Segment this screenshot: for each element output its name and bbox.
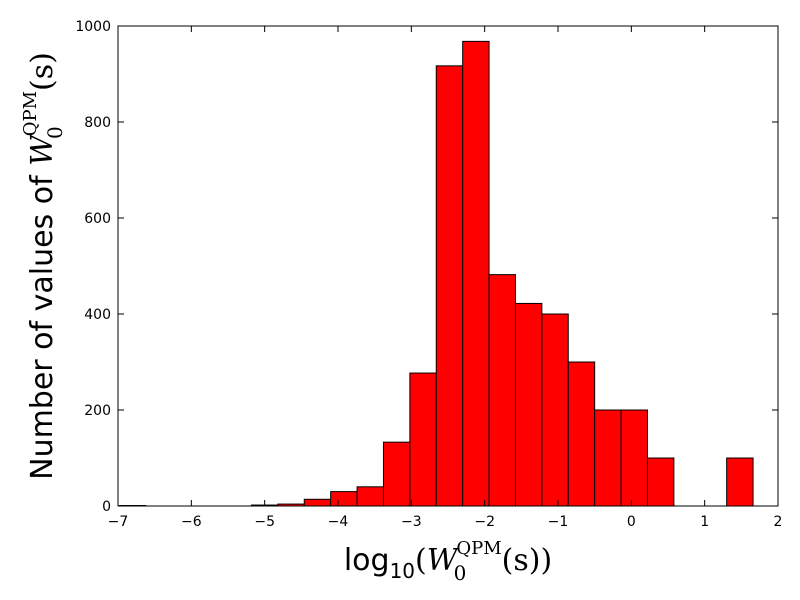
histogram-bar (488, 274, 516, 507)
histogram-bar (646, 457, 675, 507)
y-axis-title-variable-sup: QPM (20, 91, 41, 136)
y-tick-label: 1000 (75, 19, 111, 35)
y-tick-label: 400 (84, 307, 111, 323)
y-tick-label: 200 (84, 403, 111, 419)
histogram-bar (514, 302, 543, 507)
histogram-bar (435, 65, 464, 507)
x-tick-label: 0 (627, 514, 636, 530)
y-axis-title-variable: W (25, 133, 60, 166)
x-axis-title-variable: W (427, 543, 460, 578)
x-tick-label: −5 (254, 514, 275, 530)
x-tick-label: 1 (700, 514, 709, 530)
x-tick-label: −7 (108, 514, 129, 530)
histogram-bar (356, 486, 384, 507)
x-axis-title-variable-sup: QPM (456, 538, 501, 559)
x-tick-label: −4 (328, 514, 349, 530)
y-axis-title-text: Number of values of (25, 166, 60, 480)
histogram-bar (382, 441, 411, 507)
histogram-bar (726, 457, 754, 507)
histogram-bar (409, 372, 437, 507)
histogram-bar (541, 313, 569, 507)
histogram-bar (594, 409, 622, 507)
x-axis-title-open-paren: ( (415, 543, 427, 578)
histogram-bars (118, 40, 754, 507)
x-tick-label: 2 (774, 514, 783, 530)
y-axis-title-argument: (s) (25, 52, 60, 91)
y-tick-label: 0 (102, 499, 111, 515)
x-axis-title-base-sub: 10 (390, 559, 415, 583)
x-axis-title-prefix: log (344, 543, 390, 578)
x-tick-label: −2 (474, 514, 495, 530)
histogram-bar (303, 498, 332, 507)
axis-ticks: −7 −6 −5 −4 −3 −2 −1 0 1 2 0 200 400 600 800 1000 (75, 19, 782, 530)
x-tick-label: −3 (401, 514, 422, 530)
histogram-bar (330, 491, 358, 507)
x-axis-title-variable-sub: 0 (454, 561, 467, 585)
y-axis-title-variable-sub: 0 (43, 126, 67, 139)
histogram-bar (620, 409, 648, 507)
histogram-bar (462, 40, 490, 507)
y-tick-label: 800 (84, 115, 111, 131)
y-axis-title: Number of values of W0QPM(s) (20, 52, 67, 480)
y-tick-label: 600 (84, 211, 111, 227)
histogram-bar (567, 361, 596, 507)
x-axis-title: log10(W0QPM(s)) (344, 538, 552, 585)
x-axis-title-argument: (s)) (502, 543, 553, 578)
plot-frame (117, 25, 779, 507)
x-tick-label: −6 (181, 514, 202, 530)
x-tick-label: −1 (548, 514, 569, 530)
